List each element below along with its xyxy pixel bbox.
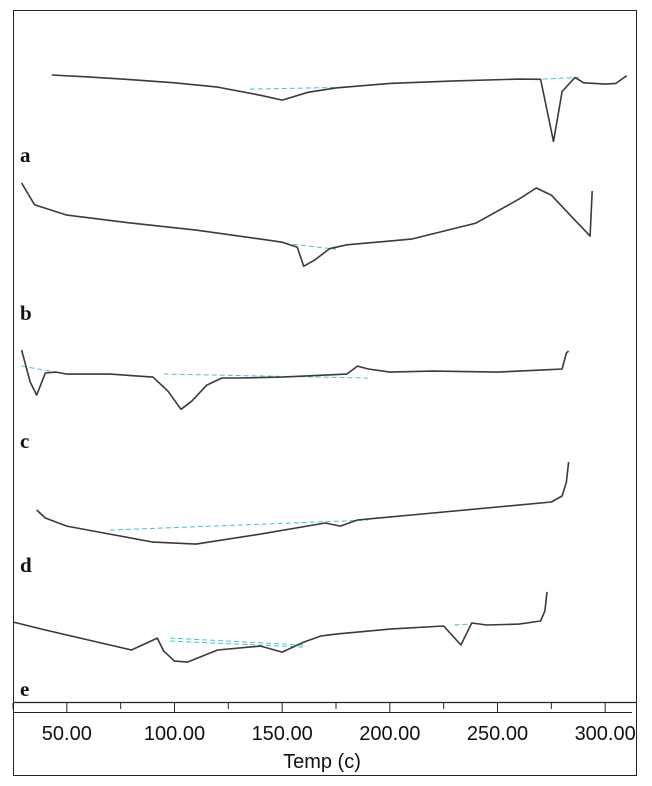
x-axis-title: Temp (c) <box>283 751 361 773</box>
baseline-e-3 <box>454 623 472 626</box>
trace-e <box>12 591 548 663</box>
trace-a <box>51 74 628 143</box>
panel-label-d: d <box>20 553 32 577</box>
x-tick-label-300: 300.00 <box>575 723 636 745</box>
panel-label-a: a <box>20 143 31 167</box>
panel-label-c: c <box>20 429 29 453</box>
baseline-e-2 <box>170 640 304 648</box>
x-axis: 50.00 100.00 150.00 200.00 250.00 300.00 <box>12 701 637 745</box>
chart-border <box>13 10 637 776</box>
panel-label-b: b <box>20 301 32 325</box>
x-tick-label-150: 150.00 <box>252 723 313 745</box>
x-tick-label-200: 200.00 <box>359 723 420 745</box>
panel-label-e: e <box>20 677 29 701</box>
baseline-e-1 <box>170 637 304 646</box>
trace-layer: a b c d e <box>12 74 628 701</box>
baseline-c-1 <box>21 365 57 373</box>
x-tick-label-50: 50.00 <box>42 723 92 745</box>
x-tick-label-250: 250.00 <box>467 723 528 745</box>
trace-c <box>20 349 570 411</box>
x-tick-label-100: 100.00 <box>144 723 205 745</box>
trace-b <box>20 182 593 268</box>
baseline-c-2 <box>163 373 369 379</box>
trace-d <box>36 461 570 545</box>
baseline-a-2 <box>542 76 580 80</box>
baseline-d-1 <box>109 519 369 531</box>
